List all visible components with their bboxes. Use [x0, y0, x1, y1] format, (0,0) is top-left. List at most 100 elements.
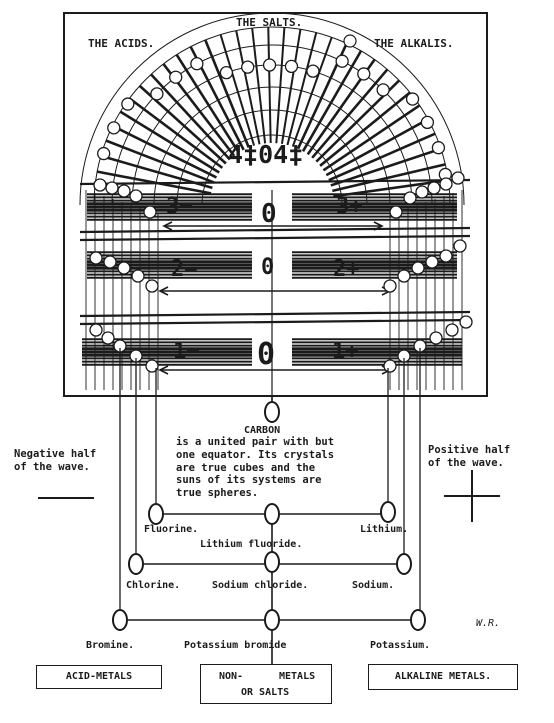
compound-oval [380, 501, 396, 523]
element-circle [169, 70, 183, 84]
element-circle [403, 191, 417, 205]
element-circle [89, 323, 103, 337]
ray-line [235, 30, 261, 145]
ray-line [330, 147, 442, 187]
element-circle [420, 115, 435, 130]
or-salts-label: OR SALTS [241, 687, 290, 698]
potassium-bromide-label: Potassium bromide [184, 640, 287, 651]
element-circle-group [89, 34, 473, 373]
signature: W.R. [476, 618, 501, 629]
element-circle [431, 141, 446, 155]
element-circle [101, 331, 115, 345]
negative-wave-label: Negative half of the wave. [14, 448, 96, 474]
acids-heading: THE ACIDS. [88, 37, 155, 50]
plus-1-label: 1+ [332, 339, 359, 364]
element-circle [117, 184, 131, 198]
element-circle [89, 251, 103, 265]
element-circle [459, 315, 473, 329]
ray-line [332, 163, 446, 193]
metals-label: METALS [279, 671, 316, 682]
ray-line [322, 104, 421, 172]
element-circle [357, 67, 371, 81]
lithium-label: Lithium. [360, 524, 409, 535]
element-circle [117, 261, 131, 275]
element-circle [262, 58, 277, 72]
element-circle [145, 359, 159, 373]
compound-oval [264, 551, 280, 573]
element-circle [397, 269, 411, 283]
octave-4-label: 4‡04‡ [228, 140, 303, 169]
element-circle [241, 60, 255, 74]
element-circle [427, 181, 441, 195]
non-metals-box: NON- METALS OR SALTS [200, 664, 332, 704]
element-circle [143, 205, 157, 219]
arrow-head [158, 365, 169, 375]
compound-oval [396, 553, 412, 575]
sodium-chloride-label: Sodium chloride. [212, 580, 309, 591]
alkaline-metals-box: ALKALINE METALS. [368, 664, 518, 690]
ray-line [319, 91, 411, 167]
carbon-description: is a united pair with but one equator. I… [176, 436, 334, 500]
ray-line [219, 34, 256, 146]
positive-wave-label: Positive half of the wave. [428, 444, 510, 470]
potassium-label: Potassium. [370, 640, 431, 651]
negative-wave-line: Negative half [14, 448, 97, 460]
minus-1-label: 1− [173, 339, 200, 364]
ray-line [150, 73, 231, 161]
lower-connector-group [112, 348, 426, 691]
ray-line [175, 54, 240, 154]
separator-line [79, 178, 471, 186]
element-circle [439, 177, 453, 191]
compound-oval [112, 609, 128, 631]
ray-line [204, 39, 250, 149]
ray-line [291, 36, 333, 147]
element-circle [103, 255, 117, 269]
zero-label-2: 0 [261, 255, 274, 280]
element-circle [415, 185, 429, 199]
separator-line [79, 234, 471, 242]
minus-3-label: 3− [166, 194, 193, 219]
ray-line [251, 27, 267, 144]
minus-2-label: 2− [171, 257, 198, 282]
element-circle [343, 34, 357, 48]
zero-label-3: 0 [261, 199, 277, 229]
ray-line [328, 132, 436, 182]
ray-line [325, 118, 429, 177]
chlorine-label: Chlorine. [126, 580, 181, 591]
element-circle [145, 279, 159, 293]
element-circle [93, 178, 107, 192]
arc-line [111, 44, 433, 206]
element-circle [445, 323, 459, 337]
arc-line [153, 86, 391, 206]
ray-line [267, 27, 272, 144]
positive-wave-line: of the wave. [428, 457, 504, 469]
separator-line [79, 226, 471, 234]
element-circle [129, 189, 143, 203]
ray-group [96, 27, 449, 198]
lithium-fluoride-label: Lithium fluoride. [200, 539, 303, 550]
ray-line [119, 110, 220, 174]
compound-oval [264, 503, 280, 525]
ray-line [111, 124, 218, 179]
compound-oval [264, 609, 280, 631]
zero-label-1: 0 [257, 337, 275, 372]
alkalis-heading: THE ALKALIS. [374, 37, 454, 50]
ray-line [301, 50, 363, 152]
acid-metals-box: ACID-METALS [36, 665, 162, 689]
element-circle [411, 261, 425, 275]
element-circle [150, 87, 164, 101]
salts-heading: THE SALTS. [236, 16, 303, 29]
bromine-label: Bromine. [86, 640, 135, 651]
element-circle [306, 64, 320, 78]
arrow-head [162, 221, 173, 231]
element-circle [389, 205, 403, 219]
element-circle [425, 255, 439, 269]
compound-oval [148, 503, 164, 525]
arrow-head [158, 286, 169, 296]
ray-line [311, 68, 389, 159]
element-circle [131, 269, 145, 283]
arrow-head [373, 221, 384, 231]
plus-2-label: 2+ [333, 257, 360, 282]
carbon-line: are true cubes and the [176, 461, 316, 474]
